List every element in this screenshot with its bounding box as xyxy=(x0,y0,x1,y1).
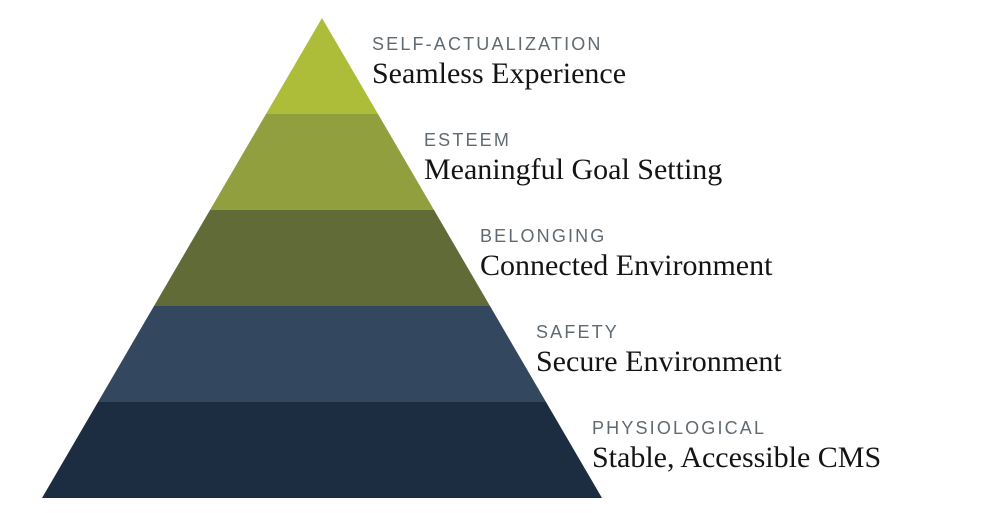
pyramid-tier-4 xyxy=(266,18,378,114)
tier-label-4: PHYSIOLOGICALStable, Accessible CMS xyxy=(592,418,881,475)
tier-category: ESTEEM xyxy=(424,130,722,151)
tier-category: SAFETY xyxy=(536,322,782,343)
tier-label-1: ESTEEMMeaningful Goal Setting xyxy=(424,130,722,187)
tier-title: Secure Environment xyxy=(536,345,782,379)
tier-category: PHYSIOLOGICAL xyxy=(592,418,881,439)
pyramid-tier-3 xyxy=(210,114,434,210)
pyramid-tier-2 xyxy=(154,210,490,306)
pyramid-tier-1 xyxy=(98,306,546,402)
tier-category: SELF-ACTUALIZATION xyxy=(372,34,626,55)
tier-title: Connected Environment xyxy=(480,249,772,283)
tier-title: Seamless Experience xyxy=(372,57,626,91)
tier-category: BELONGING xyxy=(480,226,772,247)
tier-title: Stable, Accessible CMS xyxy=(592,441,881,475)
tier-label-2: BELONGINGConnected Environment xyxy=(480,226,772,283)
tier-title: Meaningful Goal Setting xyxy=(424,153,722,187)
tier-label-3: SAFETYSecure Environment xyxy=(536,322,782,379)
pyramid-tier-0 xyxy=(42,402,602,498)
tier-label-0: SELF-ACTUALIZATIONSeamless Experience xyxy=(372,34,626,91)
